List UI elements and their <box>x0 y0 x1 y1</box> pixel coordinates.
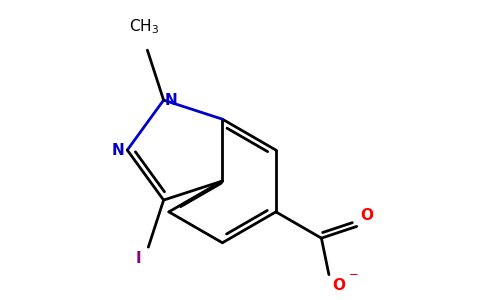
Text: N: N <box>111 142 124 158</box>
Text: O: O <box>332 278 345 293</box>
Text: CH$_3$: CH$_3$ <box>129 18 160 36</box>
Text: I: I <box>136 251 141 266</box>
Text: O: O <box>360 208 373 223</box>
Text: −: − <box>348 268 359 281</box>
Text: N: N <box>165 93 178 108</box>
